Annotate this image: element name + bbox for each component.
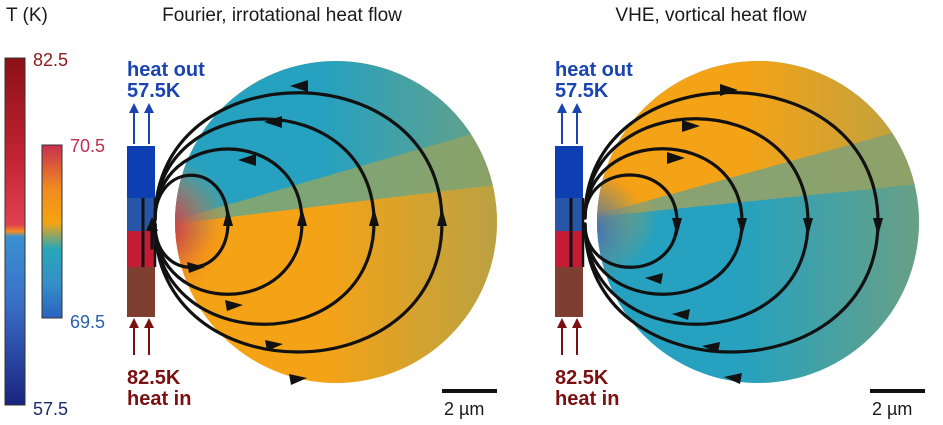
heat-out-arrows (129, 103, 154, 144)
heat-in-temp: 82.5K (555, 367, 609, 389)
contact-strip (555, 146, 585, 317)
scale-bar-label: 2 µm (444, 399, 484, 419)
inner-max-label: 70.5 (70, 136, 105, 156)
scale-bar-label: 2 µm (872, 399, 912, 419)
heat-out-label: heat out (555, 59, 633, 81)
outer-colorbar (4, 57, 26, 406)
heat-out-label: heat out (127, 59, 205, 81)
panel-fourier: Fourier, irrotational heat flow (127, 5, 497, 419)
inner-colorbar (41, 144, 63, 319)
colorbar-title: T (K) (6, 5, 48, 26)
panel-title: VHE, vortical heat flow (615, 5, 806, 26)
panel-title: Fourier, irrotational heat flow (162, 5, 402, 26)
heat-in-arrows (129, 318, 154, 355)
flow-arrowheads (187, 80, 447, 385)
outer-max-label: 82.5 (33, 50, 68, 70)
temperature-disk (175, 61, 497, 383)
heat-in-arrows (557, 318, 582, 355)
heat-out-temp: 57.5K (127, 80, 181, 102)
flow-arrowheads (645, 84, 883, 384)
heat-in-temp: 82.5K (127, 367, 181, 389)
colorbar: T (K) 82.5 57.5 70.5 69.5 (4, 5, 105, 419)
heat-in-label: heat in (555, 388, 619, 410)
heat-out-temp: 57.5K (555, 80, 609, 102)
inner-min-label: 69.5 (70, 312, 105, 332)
outer-min-label: 57.5 (33, 399, 68, 419)
panel-vhe: VHE, vortical heat flow (555, 5, 925, 419)
heat-in-label: heat in (127, 388, 191, 410)
heat-out-arrows (557, 103, 582, 144)
